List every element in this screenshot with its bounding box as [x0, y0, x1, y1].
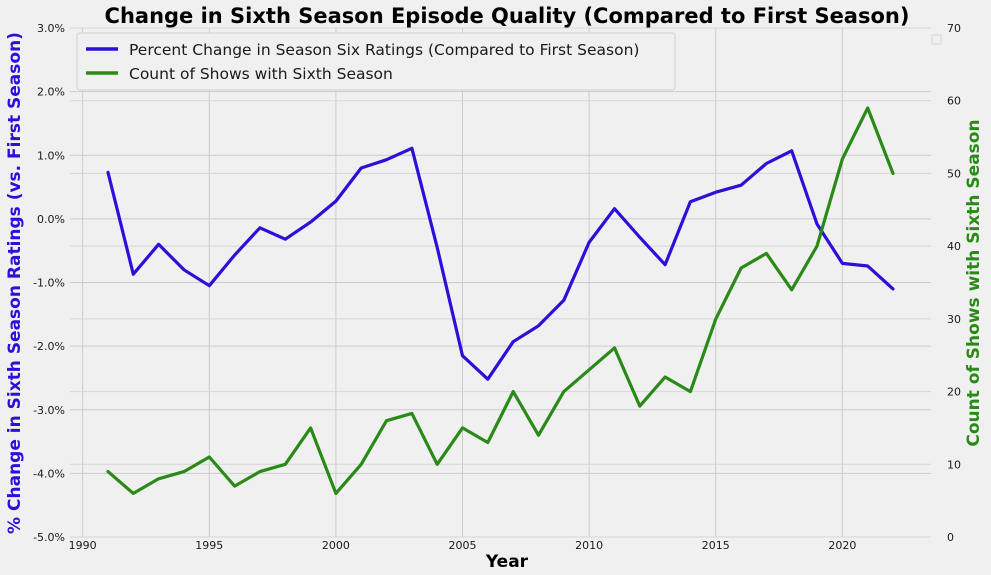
ratings-change-line: [106, 146, 895, 381]
series-lines: [106, 106, 895, 495]
x-tick-label: 2000: [322, 539, 350, 552]
left-tick-label: -1.0%: [33, 277, 65, 290]
legend-label-ratings: Percent Change in Season Six Ratings (Co…: [129, 41, 639, 59]
x-tick-label: 2015: [702, 539, 730, 552]
left-axis-ticks: -5.0% -4.0% -3.0% -2.0% -1.0% 0.0% 1.0% 2.0% 3.0…: [33, 22, 65, 544]
legend-box: [76, 32, 676, 91]
right-tick-label: 70: [947, 22, 961, 35]
right-tick-label: 20: [947, 386, 961, 399]
legend-label-count: Count of Shows with Sixth Season: [129, 65, 393, 83]
left-tick-label: 3.0%: [37, 22, 65, 35]
x-tick-label: 2010: [575, 539, 603, 552]
x-axis-ticks: 1990 1995 2000 2005 2010 2015 2020: [69, 539, 857, 552]
left-tick-label: 1.0%: [37, 149, 65, 162]
x-tick-label: 2020: [828, 539, 856, 552]
x-tick-label: 1990: [69, 539, 97, 552]
left-tick-label: 0.0%: [37, 213, 65, 226]
right-tick-label: 10: [947, 458, 961, 471]
right-tick-label: 60: [947, 95, 961, 108]
left-tick-label: -2.0%: [33, 340, 65, 353]
right-tick-label: 0: [947, 531, 954, 544]
left-tick-label: -3.0%: [33, 404, 65, 417]
x-tick-label: 1995: [195, 539, 223, 552]
right-tick-label: 50: [947, 167, 961, 180]
empty-legend-marker: [931, 34, 942, 45]
right-axis-ticks: 0 10 20 30 40 50 60 70: [947, 22, 961, 544]
left-axis-label: % Change in Sixth Season Ratings (vs. Fi…: [5, 32, 25, 534]
left-tick-label: -4.0%: [33, 467, 65, 480]
chart-title: Change in Sixth Season Episode Quality (…: [105, 4, 910, 28]
x-axis-label: Year: [485, 552, 529, 572]
legend: Percent Change in Season Six Ratings (Co…: [76, 32, 676, 91]
x-tick-label: 2005: [449, 539, 477, 552]
grid: [70, 27, 931, 538]
right-tick-label: 30: [947, 313, 961, 326]
right-axis-label: Count of Shows with Sixth Season: [964, 119, 984, 446]
right-tick-label: 40: [947, 240, 961, 253]
left-tick-label: -5.0%: [33, 531, 65, 544]
show-count-line: [106, 106, 895, 495]
left-tick-label: 2.0%: [37, 86, 65, 99]
